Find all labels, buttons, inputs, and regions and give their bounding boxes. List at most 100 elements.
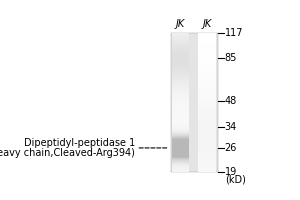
Bar <box>198 158 216 159</box>
Bar <box>198 51 216 52</box>
Text: 34: 34 <box>225 122 237 132</box>
Text: JK: JK <box>202 19 212 29</box>
Bar <box>198 112 216 113</box>
Bar <box>198 153 216 154</box>
Bar <box>198 83 216 84</box>
Bar <box>198 43 216 44</box>
Bar <box>198 49 216 50</box>
Bar <box>172 149 189 150</box>
Bar <box>198 145 216 146</box>
Bar <box>198 76 216 77</box>
Bar <box>172 126 189 127</box>
Bar <box>172 42 189 43</box>
Bar <box>198 132 216 133</box>
Bar <box>198 126 216 127</box>
Bar <box>198 64 216 65</box>
Bar <box>198 135 216 136</box>
Bar <box>172 168 189 169</box>
Bar <box>172 127 189 128</box>
Bar <box>172 155 189 156</box>
Bar <box>198 107 216 108</box>
Bar <box>172 106 189 107</box>
Bar <box>198 133 216 134</box>
Bar <box>172 132 189 133</box>
Bar <box>172 144 189 145</box>
Bar <box>172 33 189 172</box>
Bar <box>172 157 189 158</box>
Bar <box>198 82 216 83</box>
Bar <box>172 108 189 109</box>
Text: 48: 48 <box>225 96 237 106</box>
Bar <box>198 129 216 130</box>
Bar <box>198 56 216 57</box>
Bar <box>198 97 216 98</box>
Bar <box>172 80 189 81</box>
Bar <box>198 123 216 124</box>
Bar <box>198 119 216 120</box>
Bar <box>172 129 189 130</box>
Bar <box>198 164 216 165</box>
Bar <box>172 112 189 113</box>
Bar <box>198 94 216 95</box>
Bar <box>172 154 189 155</box>
Bar <box>172 44 189 45</box>
Bar <box>172 85 189 86</box>
Bar <box>172 39 189 40</box>
Bar <box>172 142 189 143</box>
Bar <box>198 87 216 88</box>
Bar <box>172 136 189 137</box>
Bar <box>172 147 189 148</box>
Bar <box>198 127 216 128</box>
Bar <box>172 156 189 157</box>
Bar <box>172 135 189 136</box>
Bar <box>198 139 216 140</box>
Bar <box>198 150 216 151</box>
Bar <box>172 121 189 122</box>
Bar <box>198 118 216 119</box>
Bar <box>198 75 216 76</box>
Bar <box>172 151 189 152</box>
Bar <box>172 123 189 124</box>
Bar <box>198 86 216 87</box>
Text: 26: 26 <box>225 143 237 153</box>
Bar <box>172 78 189 79</box>
Bar <box>198 63 216 64</box>
Bar <box>172 64 189 65</box>
Bar <box>172 159 189 160</box>
Bar <box>172 146 189 147</box>
Bar <box>198 37 216 38</box>
Bar <box>198 117 216 118</box>
Bar <box>172 139 189 140</box>
Bar <box>172 128 189 129</box>
Bar <box>172 71 189 72</box>
Bar <box>172 90 189 91</box>
Bar <box>198 68 216 69</box>
Bar <box>172 55 189 56</box>
Bar <box>198 33 216 172</box>
Bar <box>198 92 216 93</box>
Bar <box>198 170 216 171</box>
Bar <box>198 168 216 169</box>
Bar <box>172 102 189 103</box>
Bar <box>172 52 189 53</box>
Bar <box>198 45 216 46</box>
Bar <box>172 54 189 55</box>
Bar <box>198 88 216 89</box>
Bar <box>198 52 216 53</box>
Bar <box>172 95 189 96</box>
Bar <box>172 93 189 94</box>
Bar <box>198 155 216 156</box>
Bar <box>172 34 189 35</box>
Bar <box>198 54 216 55</box>
Bar <box>198 66 216 67</box>
Bar <box>198 143 216 144</box>
Bar <box>172 141 189 142</box>
Bar <box>198 166 216 167</box>
Bar <box>172 107 189 108</box>
Bar <box>172 72 189 73</box>
Bar <box>172 59 189 60</box>
Bar <box>172 46 189 47</box>
Bar <box>172 36 189 37</box>
Bar <box>198 156 216 157</box>
Bar <box>198 46 216 47</box>
